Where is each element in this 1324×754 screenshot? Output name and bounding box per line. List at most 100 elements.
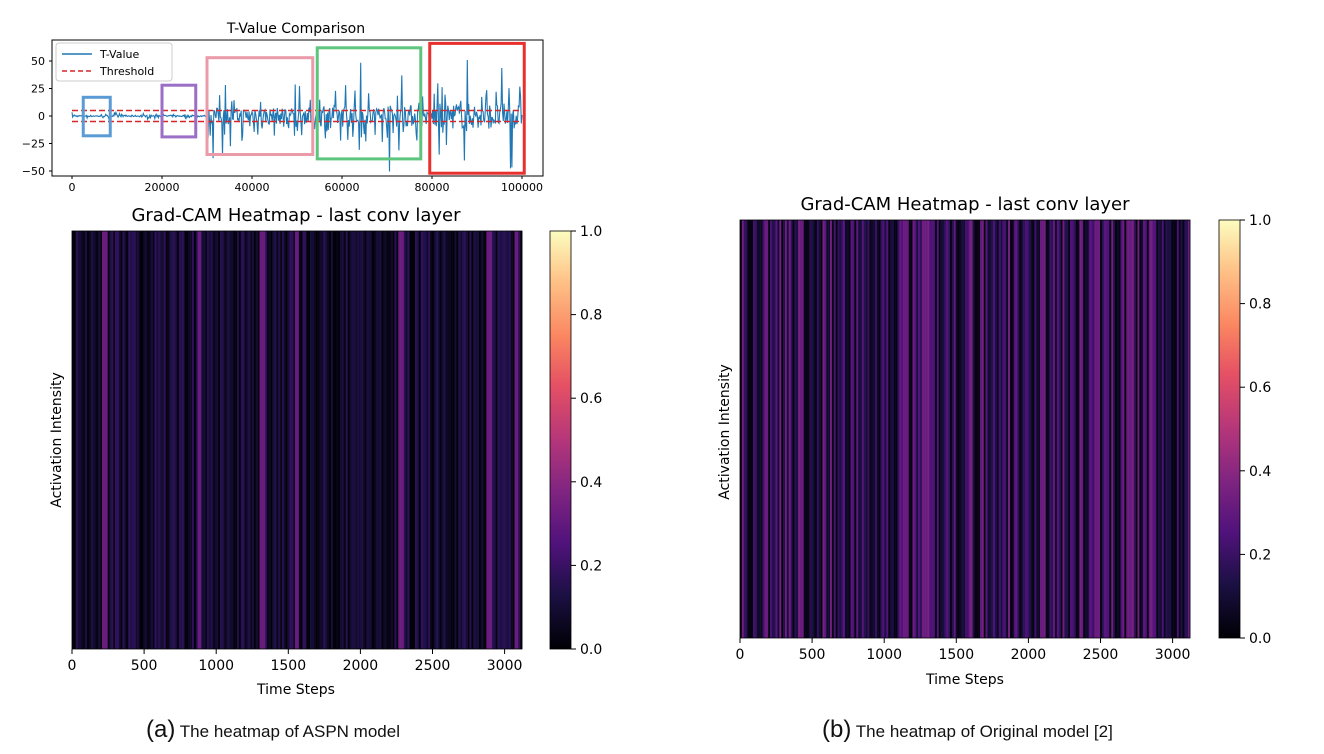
heatmap-column [334, 231, 337, 649]
heatmap-column [182, 231, 185, 649]
heatmap-column [786, 220, 790, 638]
heatmap-column [180, 231, 183, 649]
heatmap-column [124, 231, 127, 649]
heatmap-column [428, 231, 431, 649]
heatmap-column [227, 231, 230, 649]
heatmap-column [392, 231, 395, 649]
heatmap-column [433, 231, 437, 649]
heatmap-column [1178, 220, 1181, 638]
heatmap-column [366, 231, 369, 649]
ytick: −50 [22, 165, 52, 178]
heatmap-column [1056, 220, 1060, 638]
heatmap-column [1070, 220, 1073, 638]
heatmap-column [899, 220, 902, 638]
heatmap-column [152, 231, 155, 649]
heatmap-column [933, 220, 936, 638]
heatmap-column [503, 231, 506, 649]
highlight-box [81, 95, 112, 138]
cbar-tick: 0.8 [571, 308, 602, 324]
xtick-label: 1500 [270, 658, 306, 674]
heatmap-column [996, 220, 1000, 638]
heatmap-column [203, 231, 206, 649]
xtick-label: 3000 [487, 658, 523, 674]
heatmap-column [816, 220, 820, 638]
heatmap-column [948, 220, 951, 638]
heatmap-column [435, 231, 438, 649]
heatmap-column [154, 231, 157, 649]
heatmap-column [223, 231, 227, 649]
heatmap-column [1073, 220, 1076, 638]
heatmap-column [897, 220, 900, 638]
heatmap-column [516, 231, 519, 649]
heatmap-column [792, 220, 795, 638]
heatmap-column [1143, 220, 1146, 638]
heatmap-column [488, 231, 491, 649]
heatmap-a-frame [71, 230, 523, 650]
heatmap-column [1015, 220, 1018, 638]
heatmap-column [880, 220, 883, 638]
heatmap-column [965, 220, 968, 638]
heatmap-column [1053, 220, 1056, 638]
heatmap-column [507, 231, 510, 649]
heatmap-column [210, 231, 213, 649]
heatmap-column [828, 220, 831, 638]
heatmap-column [201, 231, 204, 649]
xtick-label: 0 [68, 658, 77, 674]
heatmap-column [987, 220, 990, 638]
caption-a-tag: (a) [146, 716, 176, 743]
heatmap-column [158, 231, 161, 649]
cbar-tick-label: 1.0 [1249, 213, 1271, 229]
heatmap-column [499, 231, 502, 649]
heatmap-column [936, 220, 940, 638]
heatmap-column [929, 220, 932, 638]
heatmap-column [349, 231, 352, 649]
heatmap-column [156, 231, 159, 649]
heatmap-column [163, 231, 167, 649]
heatmap-column [876, 220, 880, 638]
heatmap-column [903, 220, 906, 638]
heatmap-a-columns [72, 231, 523, 649]
heatmap-column [1182, 220, 1185, 638]
heatmap-column [777, 220, 780, 638]
heatmap-column [381, 231, 384, 649]
heatmap-a-ylabel: Activation Intensity [49, 372, 65, 507]
heatmap-column [858, 220, 861, 638]
heatmap-column [1115, 220, 1118, 638]
xtick: 0 [68, 649, 77, 674]
heatmap-column [1096, 220, 1099, 638]
heatmap-column [207, 231, 210, 649]
heatmap-column [1139, 220, 1142, 638]
heatmap-column [255, 231, 258, 649]
heatmap-column [505, 231, 508, 649]
heatmap-column [854, 220, 857, 638]
xtick: 0 [736, 638, 744, 663]
xtick: 2000 [1011, 638, 1046, 663]
heatmap-column [253, 231, 257, 649]
heatmap-column [492, 231, 495, 649]
heatmap-column [178, 231, 182, 649]
heatmap-column [173, 231, 176, 649]
heatmap-column [1013, 220, 1016, 638]
heatmap-column [319, 231, 322, 649]
tvalue-legend: T-Value Threshold [55, 42, 173, 82]
heatmap-column [771, 220, 775, 638]
heatmap-column [1148, 220, 1151, 638]
heatmap-column [1049, 220, 1052, 638]
heatmap-column [796, 220, 799, 638]
heatmap-column [240, 231, 243, 649]
heatmap-column [171, 231, 174, 649]
heatmap-column [1167, 220, 1170, 638]
heatmap-column [197, 231, 200, 649]
heatmap-column [388, 231, 392, 649]
heatmap-column [878, 220, 881, 638]
heatmap-column [188, 231, 191, 649]
heatmap-column [1109, 220, 1112, 638]
heatmap-column [764, 220, 767, 638]
heatmap-column [1025, 220, 1028, 638]
xtick-label: 1500 [938, 647, 974, 663]
cbar-tick-label: 0.2 [1249, 547, 1271, 563]
heatmap-column [1188, 220, 1191, 638]
cbar-tick-label: 0.2 [580, 558, 602, 574]
heatmap-column [190, 231, 193, 649]
heatmap-column [430, 231, 433, 649]
